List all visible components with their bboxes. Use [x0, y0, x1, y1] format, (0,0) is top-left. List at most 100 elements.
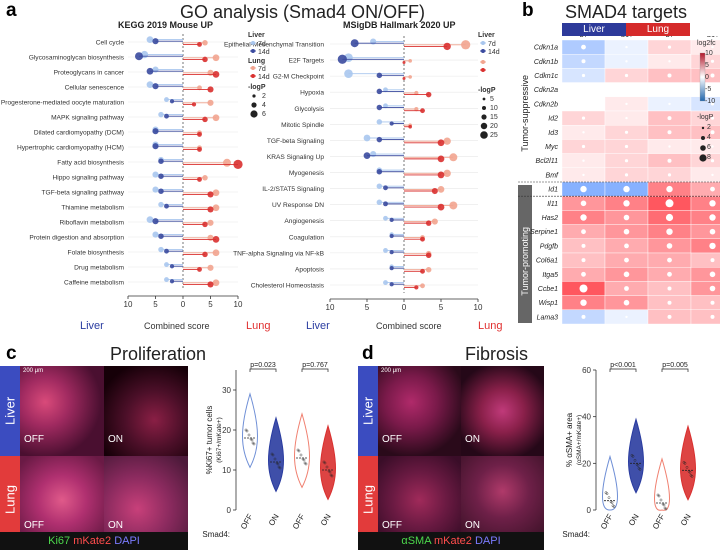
- heat-cell-dot: [667, 158, 672, 163]
- c-lung-on-image: [104, 456, 188, 544]
- msig-term-label: Mitotic Spindle: [281, 122, 324, 129]
- msig-point: [414, 90, 419, 96]
- c-group-label: OFF: [239, 512, 255, 530]
- d-group-label: OFF: [651, 512, 667, 530]
- msig-point: [443, 169, 451, 178]
- heat-col-label: D14: [707, 36, 719, 39]
- heat-cell-dot: [709, 214, 716, 221]
- heat-cell-dot: [582, 103, 585, 105]
- d-liver-on-image: [461, 366, 544, 456]
- log2fc-tick-0: 0: [705, 74, 709, 81]
- msig-legend-dot: [481, 68, 485, 72]
- heat-cell-dot: [711, 145, 714, 148]
- heat-cell-dot: [667, 257, 672, 263]
- d-violin: [602, 454, 618, 511]
- c-ysub: (Ki67+/mKate+): [216, 417, 223, 463]
- heat-cell-dot: [624, 173, 629, 177]
- msig-size-25: 25: [490, 132, 498, 139]
- heat-cell: [690, 124, 720, 140]
- heat-size-dot: [700, 145, 706, 151]
- heat-cell-dot: [668, 145, 671, 148]
- msig-size-10: 10: [490, 105, 498, 112]
- kegg-point: [158, 173, 164, 179]
- kegg-point: [146, 36, 154, 43]
- heat-cell: [690, 295, 720, 311]
- heat-cell: [690, 167, 720, 183]
- heat-cell-dot: [581, 243, 586, 248]
- msig-point: [420, 108, 425, 114]
- kegg-term-label: Glycosaminoglycan biosynthesis: [29, 55, 125, 62]
- msig-point: [350, 39, 359, 48]
- kegg-term-label: MAPK signaling pathway: [51, 115, 125, 122]
- heat-cell-dot: [582, 173, 585, 177]
- lollipop-charts: Cell cycle Glycosaminoglycan biosynthesis…: [1, 34, 488, 312]
- msig-legend-liver: Liver: [478, 32, 495, 39]
- heat-size-dot: [701, 126, 705, 130]
- msig-legend-dot: [481, 41, 485, 45]
- kegg-point: [212, 279, 220, 287]
- group-promoting: Tumor-promoting: [518, 199, 532, 323]
- msig-legend-dot: [481, 49, 485, 53]
- heat-cell-dot: [581, 271, 586, 277]
- kegg-point: [158, 188, 164, 194]
- kegg-point: [152, 128, 159, 135]
- kegg-point: [202, 175, 208, 181]
- heat-cell-dot: [581, 44, 586, 50]
- c-violin: [294, 412, 310, 489]
- d-stain-asma: αSMA: [401, 535, 431, 547]
- heat-cell-dot: [711, 45, 714, 49]
- panel-b-label: b: [522, 0, 534, 21]
- heat-cell-dot: [709, 228, 716, 235]
- kegg-size-dot: [251, 102, 257, 108]
- kegg-point: [202, 40, 208, 46]
- kegg-point: [212, 54, 220, 62]
- kegg-point: [158, 246, 164, 253]
- kegg-term-label: Thiamine metabolism: [61, 205, 124, 212]
- heat-gene-label: Cdkn2a: [534, 87, 558, 94]
- header-lung: Lung: [626, 23, 690, 36]
- c-ytick-label: 0: [227, 506, 232, 515]
- msig-term-label: TGF-beta Signaling: [267, 138, 325, 145]
- heat-cell-dot: [711, 173, 714, 177]
- heat-cell-dot: [667, 130, 672, 135]
- msig-point: [437, 203, 445, 211]
- c-lung-on-tag: ON: [108, 520, 123, 531]
- heat-gene-label: Serpine1: [530, 229, 558, 236]
- heat-size-8: 8: [707, 154, 711, 161]
- kegg-point: [169, 99, 175, 104]
- heat-gene-label: Cdkn1c: [534, 73, 558, 80]
- c-ytick-label: 30: [222, 386, 231, 395]
- log2fc-tick-5: 5: [705, 62, 709, 69]
- fibrosis-violin: 0 20 40 60 % αSMA+ area (αSMA+/mKate+) OFF ON OF…: [562, 362, 696, 539]
- heat-cell-dot: [668, 102, 671, 106]
- msig-term-label: Angiogenesis: [284, 218, 324, 225]
- d-point: [657, 494, 661, 498]
- kegg-term-label: Folate biosynthesis: [68, 250, 125, 257]
- d-point: [683, 462, 687, 465]
- heat-cell-dot: [710, 159, 715, 163]
- heat-gene-label: Ccbe1: [538, 286, 558, 293]
- heat-cell-dot: [580, 299, 587, 306]
- heat-gene-label: Has2: [542, 215, 558, 222]
- d-point: [638, 468, 642, 471]
- kegg-point: [212, 249, 220, 257]
- msig-point: [443, 137, 451, 145]
- d-group-label: ON: [627, 512, 641, 527]
- heat-cell-dot: [625, 60, 628, 63]
- d-pval: p<0.001: [610, 362, 636, 369]
- kegg-legend-dot: [251, 41, 255, 45]
- c-point: [304, 462, 308, 466]
- heat-gene-label: Itga5: [542, 272, 558, 279]
- kegg-term-label: TGF-beta signaling pathway: [42, 190, 125, 197]
- d-liver-off-image: [378, 366, 461, 456]
- d-point: [612, 505, 616, 508]
- msig-point: [376, 136, 383, 143]
- kegg-point: [158, 111, 164, 118]
- heat-gene-label: Id3: [548, 130, 558, 137]
- heat-gene-label: Myc: [545, 144, 558, 151]
- heat-cell-dot: [709, 200, 716, 207]
- heat-gene-label: Cdkn1b: [534, 59, 558, 66]
- heat-cell-dot: [624, 73, 629, 78]
- heat-cell-dot: [667, 271, 672, 277]
- kegg-point: [207, 264, 214, 271]
